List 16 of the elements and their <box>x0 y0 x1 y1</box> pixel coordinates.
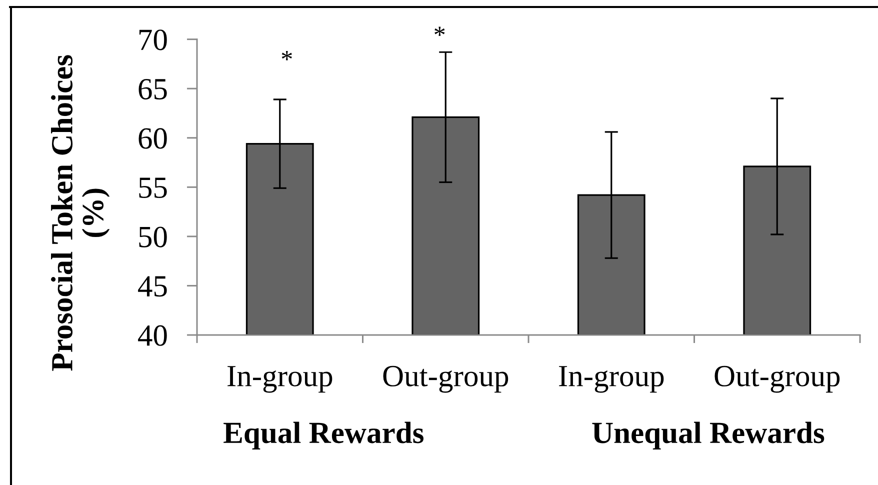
y-tick-label: 40 <box>138 325 167 346</box>
x-tick-label: Out-group <box>383 366 508 393</box>
y-tick-label: 70 <box>139 30 167 50</box>
y-tick-label: 50 <box>139 226 167 248</box>
annotation: * <box>434 26 445 36</box>
y-tick-label: 45 <box>138 276 167 297</box>
y-tick-label: 60 <box>138 128 167 149</box>
x-tick-label: In-group <box>559 366 664 393</box>
text: Unequal Rewards <box>592 422 824 450</box>
y-tick-label: 65 <box>138 78 167 100</box>
annotation: * <box>282 51 292 60</box>
y-axis-title: Prosocial Token Choices (%) <box>51 55 110 371</box>
y-tick-label: 55 <box>139 178 167 198</box>
text: Equal Rewards <box>224 422 424 450</box>
x-tick-label: In-group <box>228 366 332 393</box>
x-tick-label: Out-group <box>714 366 840 393</box>
